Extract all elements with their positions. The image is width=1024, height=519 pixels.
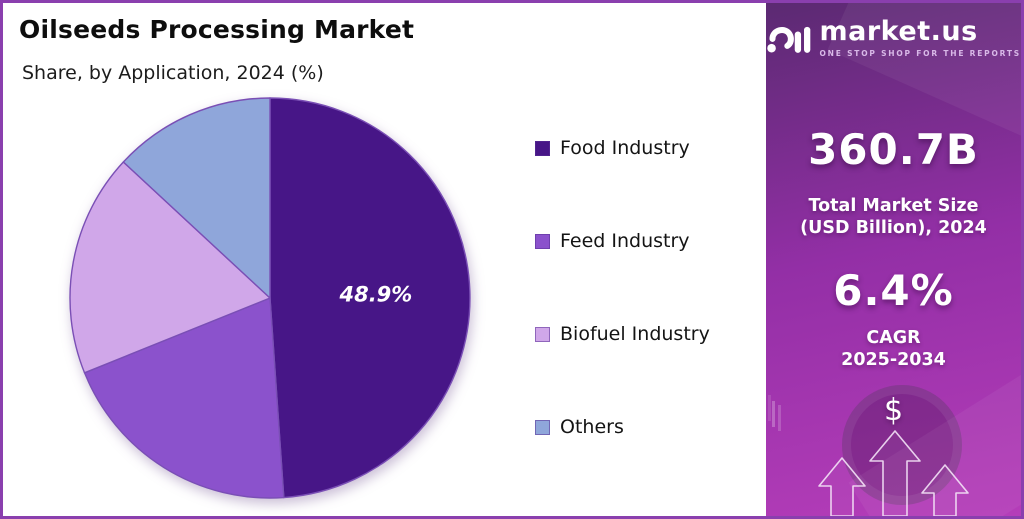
legend-label: Food Industry: [560, 137, 690, 159]
pie-slice-food-industry: [269, 97, 471, 499]
brand-logo-text: market.us: [819, 16, 978, 47]
brand-tagline: ONE STOP SHOP FOR THE REPORTS: [819, 49, 1021, 58]
cagr-value: 6.4%: [833, 266, 954, 315]
brand-logo: market.us ONE STOP SHOP FOR THE REPORTS: [766, 18, 1021, 58]
dollar-icon: $: [883, 393, 904, 428]
legend-swatch: [535, 326, 550, 342]
pie-slice-others: [122, 97, 271, 299]
legend-item-feed-industry: Feed Industry: [535, 230, 710, 252]
legend-label: Others: [560, 416, 624, 438]
brand-logo-text-block: market.us ONE STOP SHOP FOR THE REPORTS: [820, 18, 1022, 58]
pie-chart: 48.9%: [69, 97, 471, 499]
pie-slice-biofuel-industry: [69, 161, 271, 374]
page-title: Oilseeds Processing Market: [19, 15, 415, 44]
legend-swatch: [535, 233, 550, 249]
cagr-label-line2: 2025-2034: [841, 350, 946, 371]
cagr-label-line1: CAGR: [866, 328, 921, 348]
marketus-logo-icon: [767, 26, 811, 53]
market-size-label: Total Market Size (USD Billion), 2024: [766, 195, 1021, 240]
legend-swatch: [535, 419, 550, 435]
market-size-value: 360.7B: [808, 125, 979, 174]
pie-slice-label: 48.9%: [338, 282, 412, 306]
pie-slice-feed-industry: [83, 297, 285, 499]
chart-area: Oilseeds Processing Market Share, by App…: [3, 3, 766, 516]
market-size-label-line1: Total Market Size: [808, 196, 979, 216]
market-size-label-line2: (USD Billion), 2024: [800, 218, 987, 239]
chart-subtitle: Share, by Application, 2024 (%): [22, 62, 324, 84]
growth-arrows-icon: [818, 430, 969, 516]
brand-panel: market.us ONE STOP SHOP FOR THE REPORTS …: [766, 3, 1021, 516]
legend-label: Feed Industry: [560, 230, 690, 252]
chart-legend: Food Industry Feed Industry Biofuel Indu…: [535, 137, 710, 438]
legend-item-others: Others: [535, 416, 710, 438]
cagr-label: CAGR 2025-2034: [766, 327, 1021, 372]
legend-item-biofuel-industry: Biofuel Industry: [535, 323, 710, 345]
legend-item-food-industry: Food Industry: [535, 137, 710, 159]
legend-swatch: [535, 140, 550, 156]
legend-label: Biofuel Industry: [560, 323, 710, 345]
